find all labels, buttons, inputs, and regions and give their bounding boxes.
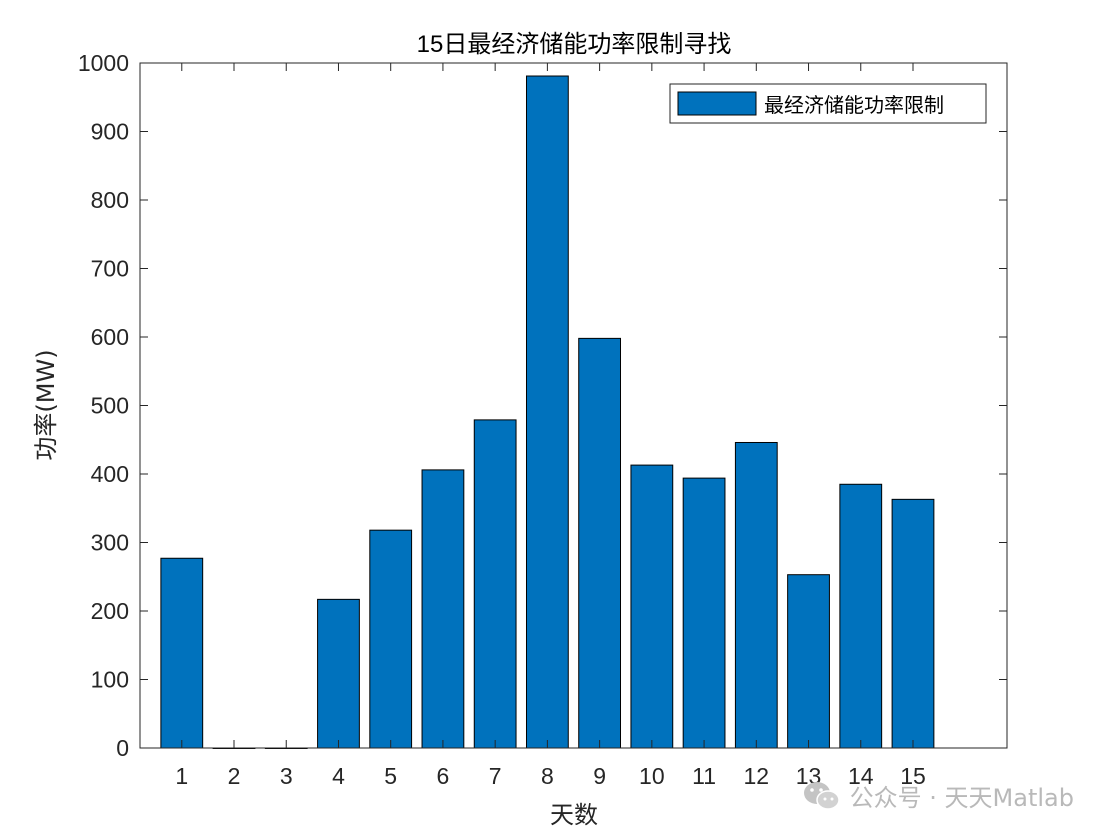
bar-day-9 xyxy=(578,337,622,749)
x-tick-label: 1 xyxy=(175,763,188,789)
x-tick-label: 8 xyxy=(541,763,554,789)
x-tick-label: 14 xyxy=(848,763,874,789)
x-tick-label: 4 xyxy=(332,763,345,789)
bar-day-5 xyxy=(369,529,413,749)
y-axis-label: 功率(MW) xyxy=(32,349,60,460)
bar-day-1 xyxy=(160,557,204,749)
legend: 最经济储能功率限制 xyxy=(669,83,987,124)
y-tick-label: 0 xyxy=(116,735,129,761)
bar-day-14 xyxy=(839,483,883,749)
x-tick-label: 7 xyxy=(489,763,502,789)
wechat-icon xyxy=(803,781,840,810)
y-tick-label: 400 xyxy=(91,461,129,487)
chart-title: 15日最经济储能功率限制寻找 xyxy=(417,31,732,58)
x-tick-label: 9 xyxy=(593,763,606,789)
y-tick-label: 500 xyxy=(91,393,129,419)
x-tick-label: 11 xyxy=(692,763,716,789)
bar-day-12 xyxy=(734,441,778,749)
x-tick-label: 5 xyxy=(384,763,397,789)
bar-day-6 xyxy=(421,469,465,749)
legend-label: 最经济储能功率限制 xyxy=(764,93,944,117)
y-tick-label: 1000 xyxy=(78,50,129,76)
watermark: 公众号 · 天天Matlab xyxy=(802,778,1074,813)
x-tick-label: 10 xyxy=(639,763,665,789)
bar-day-15 xyxy=(891,498,935,749)
bar-day-4 xyxy=(317,598,360,749)
y-tick-label: 100 xyxy=(91,667,129,693)
bar-day-10 xyxy=(630,464,674,749)
y-tick-label: 600 xyxy=(91,324,129,350)
x-tick-label: 12 xyxy=(744,763,770,789)
bar-day-13 xyxy=(787,574,830,749)
legend-swatch xyxy=(677,91,757,116)
y-tick-label: 200 xyxy=(91,598,129,624)
y-tick-label: 900 xyxy=(91,119,129,145)
x-tick-label: 15 xyxy=(900,763,926,789)
watermark-text: 公众号 · 天天Matlab xyxy=(849,784,1074,812)
x-tick-label: 6 xyxy=(437,763,450,789)
y-tick-label: 800 xyxy=(91,187,129,213)
y-tick-label: 700 xyxy=(91,256,129,282)
x-tick-label: 2 xyxy=(228,763,241,789)
x-axis-label: 天数 xyxy=(550,801,598,829)
bar-day-7 xyxy=(473,419,517,749)
bar-day-8 xyxy=(525,75,569,749)
bars xyxy=(160,75,935,749)
x-tick-label: 3 xyxy=(280,763,293,789)
y-tick-label: 300 xyxy=(91,530,129,556)
bar-day-11 xyxy=(682,477,726,749)
